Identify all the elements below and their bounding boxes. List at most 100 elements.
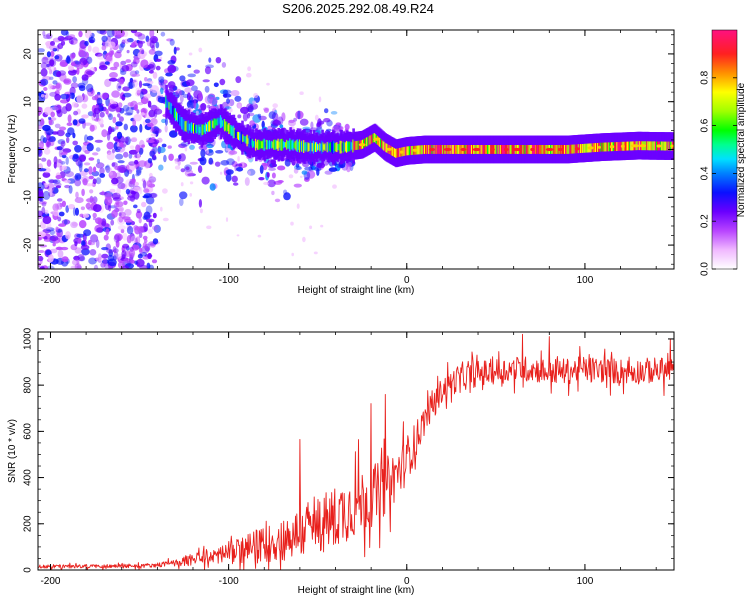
spectral-blob	[283, 192, 291, 201]
colorbar-label: Normalized spectral amplitude	[736, 82, 747, 217]
spectral-blob	[39, 266, 45, 269]
spectral-blob	[155, 58, 162, 62]
spectral-blob	[61, 219, 71, 225]
spectral-blob	[233, 182, 239, 186]
y-tick-label: -20	[23, 237, 34, 252]
spectral-blob	[66, 122, 73, 126]
spectral-blob	[99, 167, 105, 175]
spectral-blob	[46, 141, 51, 148]
spectral-blob	[56, 232, 61, 238]
spectral-blob	[302, 236, 306, 243]
spectral-blob	[55, 185, 62, 189]
spectral-blob	[184, 87, 193, 93]
spectral-blob	[200, 149, 206, 158]
spectral-blob	[215, 150, 224, 154]
spectral-blob	[253, 92, 259, 99]
spectral-blob	[57, 198, 63, 202]
spectral-blob	[54, 182, 62, 187]
spectral-blob	[222, 89, 229, 96]
spectral-blob	[114, 233, 123, 241]
spectral-blob	[133, 204, 138, 209]
spectral-blob	[244, 177, 250, 186]
spectral-blob	[267, 179, 276, 188]
spectral-blob	[288, 119, 296, 127]
spectral-blob	[46, 182, 55, 192]
x-tick-label: -200	[40, 275, 60, 286]
spectral-blob	[64, 219, 68, 225]
spectral-blob	[101, 247, 109, 251]
spectral-blob	[49, 187, 53, 197]
spectral-blob	[106, 141, 114, 150]
spectral-blob	[101, 92, 109, 100]
spectral-blob	[130, 259, 136, 264]
spectral-blob	[86, 70, 95, 76]
spectral-blob	[97, 53, 106, 60]
spectral-blob	[77, 160, 84, 168]
spectral-blob	[65, 31, 70, 37]
spectral-blob	[178, 143, 187, 149]
spectral-blob	[52, 210, 59, 217]
spectrogram-xlabel: Height of straight line (km)	[298, 285, 415, 296]
spectral-blob	[64, 184, 71, 189]
spectral-blob	[221, 62, 227, 68]
spectral-blob	[83, 229, 92, 237]
spectral-blob	[49, 248, 58, 254]
spectral-blob	[116, 131, 123, 140]
spectral-blob	[48, 254, 54, 263]
carrier-peak	[412, 148, 418, 152]
spectral-blob	[270, 159, 277, 165]
spectral-blob	[193, 69, 200, 74]
spectral-blob	[121, 39, 126, 45]
spectral-blob	[108, 265, 113, 269]
spectral-blob	[135, 87, 142, 94]
spectral-blob	[38, 106, 43, 115]
spectral-blob	[142, 83, 151, 87]
spectral-blob	[116, 30, 125, 38]
spectral-blob	[88, 257, 97, 265]
spectral-blob	[48, 116, 52, 120]
spectral-blob	[336, 164, 346, 169]
spectral-blob	[204, 85, 210, 93]
spectral-blob	[59, 144, 65, 151]
spectral-blob	[66, 136, 70, 144]
spectral-blob	[139, 91, 144, 100]
spectral-blob	[60, 140, 66, 147]
spectral-blob	[113, 251, 119, 260]
spectral-blob	[74, 197, 84, 204]
carrier-peak	[400, 150, 404, 154]
spectral-blob	[56, 146, 63, 151]
spectral-blob	[38, 191, 44, 198]
spectral-blob	[137, 160, 147, 168]
spectral-blob	[143, 211, 151, 220]
spectral-blob	[258, 177, 265, 181]
spectral-blob	[74, 61, 82, 65]
spectral-blob	[142, 195, 150, 199]
spectral-blob	[95, 147, 101, 152]
spectral-blob	[123, 200, 128, 206]
spectral-blob	[121, 250, 127, 258]
spectral-blob	[106, 152, 115, 161]
spectral-blob	[86, 197, 96, 204]
spectral-blob	[101, 190, 105, 196]
spectral-blob	[164, 124, 168, 133]
spectral-blob	[184, 169, 194, 177]
spectral-blob	[288, 119, 295, 124]
spectral-blob	[81, 248, 90, 256]
spectral-blob	[272, 103, 279, 109]
spectral-blob	[293, 117, 297, 122]
spectral-blob	[237, 155, 240, 162]
spectral-blob	[136, 89, 141, 96]
spectral-blob	[99, 30, 107, 35]
spectral-blob	[126, 38, 134, 43]
spectral-blob	[332, 184, 337, 189]
spectral-blob	[299, 118, 309, 126]
spectral-blob	[43, 148, 51, 155]
spectral-blob	[318, 120, 325, 125]
spectral-blob	[180, 182, 184, 187]
spectral-blob	[96, 227, 103, 233]
spectral-blob	[202, 79, 210, 83]
spectral-blob	[246, 103, 254, 113]
spectral-blob	[306, 170, 316, 179]
